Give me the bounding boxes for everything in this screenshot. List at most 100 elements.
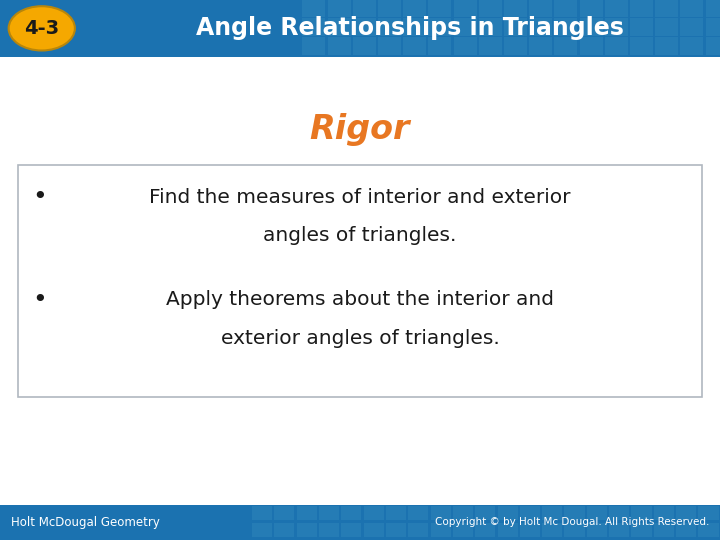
Text: •: •	[32, 288, 47, 312]
Bar	[403, 18, 426, 36]
Bar	[0, 0, 720, 57]
Bar	[319, 505, 339, 519]
Bar	[408, 523, 428, 537]
Bar	[428, 37, 451, 55]
Bar	[302, 18, 325, 36]
Bar	[328, 18, 351, 36]
Bar	[297, 523, 317, 537]
Bar	[564, 523, 585, 537]
Bar	[252, 505, 272, 519]
Ellipse shape	[9, 6, 75, 51]
Bar	[403, 0, 426, 17]
Bar	[542, 523, 562, 537]
Text: Find the measures of interior and exterior: Find the measures of interior and exteri…	[149, 187, 571, 207]
Bar	[630, 0, 653, 17]
Bar	[453, 505, 473, 519]
Bar	[274, 505, 294, 519]
Text: angles of triangles.: angles of triangles.	[264, 226, 456, 246]
Bar	[386, 523, 406, 537]
Bar	[605, 37, 628, 55]
Bar	[475, 505, 495, 519]
Bar	[0, 505, 720, 540]
Bar	[353, 37, 376, 55]
Bar	[564, 505, 585, 519]
Bar	[386, 505, 406, 519]
Bar	[631, 505, 652, 519]
Bar	[302, 37, 325, 55]
Bar	[554, 37, 577, 55]
Bar	[428, 18, 451, 36]
Bar	[431, 523, 451, 537]
Bar	[680, 37, 703, 55]
Bar	[341, 505, 361, 519]
Bar	[609, 505, 629, 519]
Bar	[479, 18, 502, 36]
Bar	[630, 18, 653, 36]
Bar	[341, 523, 361, 537]
Bar	[706, 0, 720, 17]
Bar	[274, 523, 294, 537]
Bar	[378, 0, 401, 17]
Bar	[328, 37, 351, 55]
Bar	[498, 523, 518, 537]
Bar	[378, 18, 401, 36]
Bar	[580, 18, 603, 36]
Bar	[698, 505, 719, 519]
Bar	[353, 18, 376, 36]
Bar	[580, 37, 603, 55]
Bar	[529, 18, 552, 36]
Text: Angle Relationships in Triangles: Angle Relationships in Triangles	[197, 16, 624, 40]
Bar	[408, 505, 428, 519]
Bar	[706, 37, 720, 55]
Bar	[542, 505, 562, 519]
Bar	[605, 0, 628, 17]
Bar	[554, 18, 577, 36]
Bar	[706, 18, 720, 36]
Bar	[529, 37, 552, 55]
Bar	[631, 523, 652, 537]
Bar	[252, 523, 272, 537]
Bar	[655, 18, 678, 36]
Bar	[319, 523, 339, 537]
Bar	[698, 523, 719, 537]
Bar	[364, 505, 384, 519]
Bar	[605, 18, 628, 36]
Bar	[428, 0, 451, 17]
Bar	[680, 18, 703, 36]
Bar	[609, 523, 629, 537]
Bar	[680, 0, 703, 17]
Bar	[654, 505, 674, 519]
Bar	[587, 523, 607, 537]
Bar	[454, 18, 477, 36]
Bar	[328, 0, 351, 17]
Bar	[453, 523, 473, 537]
Bar	[554, 0, 577, 17]
Bar	[498, 505, 518, 519]
Bar	[403, 37, 426, 55]
Bar	[520, 505, 540, 519]
Bar	[654, 523, 674, 537]
Bar	[655, 0, 678, 17]
Bar	[529, 0, 552, 17]
Bar	[454, 0, 477, 17]
Text: Rigor: Rigor	[310, 113, 410, 146]
Bar	[630, 37, 653, 55]
Text: Holt McDougal Geometry: Holt McDougal Geometry	[11, 516, 160, 529]
Bar	[479, 37, 502, 55]
Bar	[378, 37, 401, 55]
Text: Copyright © by Holt Mc Dougal. All Rights Reserved.: Copyright © by Holt Mc Dougal. All Right…	[435, 517, 709, 528]
Text: •: •	[32, 185, 47, 209]
Bar	[302, 0, 325, 17]
Bar	[587, 505, 607, 519]
Text: exterior angles of triangles.: exterior angles of triangles.	[220, 329, 500, 348]
Bar	[18, 165, 702, 397]
Text: 4-3: 4-3	[24, 19, 59, 38]
Bar	[504, 18, 527, 36]
Bar	[475, 523, 495, 537]
Bar	[676, 505, 696, 519]
Bar	[431, 505, 451, 519]
Bar	[676, 523, 696, 537]
Bar	[479, 0, 502, 17]
Text: Apply theorems about the interior and: Apply theorems about the interior and	[166, 290, 554, 309]
Bar	[297, 505, 317, 519]
